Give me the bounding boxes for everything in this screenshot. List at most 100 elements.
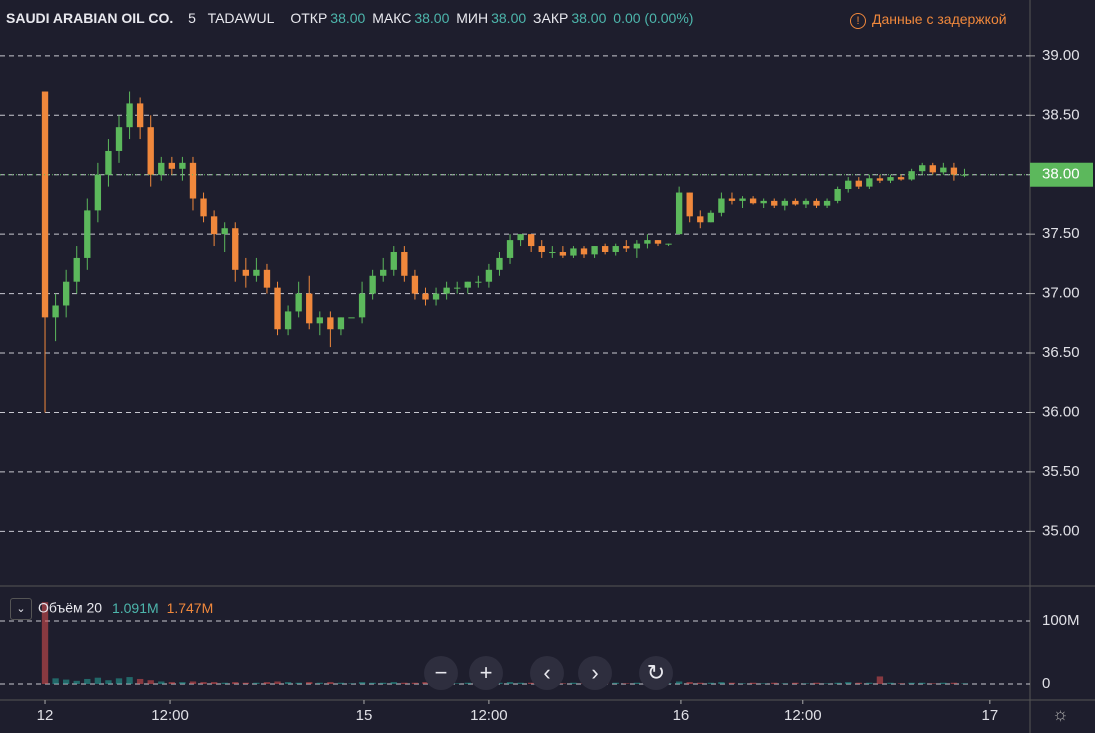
volume-bar <box>84 678 91 685</box>
zoom-out-button[interactable]: − <box>424 656 458 690</box>
x-tick-label: 12 <box>37 707 54 724</box>
low-label: МИН <box>456 10 489 26</box>
volume-bar <box>781 683 788 685</box>
notice-text: Данные с задержкой <box>872 11 1007 27</box>
volume-legend: ⌄ Объём 20 1.091M 1.747M <box>10 598 213 620</box>
zoom-in-button[interactable]: + <box>469 656 503 690</box>
candle-body <box>517 234 524 241</box>
volume-bar <box>728 682 736 685</box>
candle-body <box>845 180 852 189</box>
low-value: 38.00 <box>491 10 527 26</box>
candle-body <box>242 269 249 276</box>
volume-bar <box>686 682 693 685</box>
candle-body <box>549 251 556 253</box>
y-tick-label: 38.50 <box>1042 106 1080 123</box>
volume-down: 1.747M <box>166 599 214 616</box>
last-price-label: 38.00 <box>1042 166 1080 183</box>
volume-bar <box>52 678 59 685</box>
candle-body <box>887 177 894 181</box>
candle-body <box>570 248 577 256</box>
volume-bar <box>887 682 894 685</box>
candle-body <box>485 269 493 282</box>
x-tick-label: 12:00 <box>470 707 508 724</box>
volume-bar <box>570 682 577 685</box>
volume-bar <box>940 682 947 685</box>
volume-bar <box>158 681 165 685</box>
y-tick-label: 37.00 <box>1042 285 1080 302</box>
volume-bar <box>411 682 419 685</box>
candle-body <box>84 210 91 258</box>
x-tick-label: 12:00 <box>151 707 189 724</box>
candle-body <box>527 234 535 247</box>
volume-bar <box>189 681 197 685</box>
volume-bar <box>369 682 376 685</box>
settings-button[interactable]: ☼ <box>1052 704 1069 724</box>
volume-bar <box>253 682 260 685</box>
candle-body <box>380 269 387 276</box>
volume-bar <box>517 682 524 685</box>
volume-bar <box>147 680 154 685</box>
candle-body <box>749 198 757 204</box>
close-label: ЗАКР <box>533 10 569 26</box>
x-tick-label: 16 <box>673 707 690 724</box>
volume-bar <box>73 680 80 685</box>
candle-body <box>697 216 704 223</box>
volume-bar <box>506 682 514 685</box>
volume-bar <box>823 683 831 685</box>
y-tick-label: 36.50 <box>1042 344 1080 361</box>
volume-bar <box>961 683 968 685</box>
volume-bar <box>950 682 958 685</box>
volume-bar <box>126 677 133 685</box>
symbol: SAUDI ARABIAN OIL CO. <box>6 10 174 26</box>
candle-body <box>147 127 154 175</box>
volume-bar <box>94 677 102 685</box>
volume-title: Объём 20 <box>38 599 103 616</box>
candle-body <box>136 103 144 128</box>
volume-bar <box>802 683 810 685</box>
volume-bar <box>718 682 725 685</box>
open-value: 38.00 <box>330 10 366 26</box>
last-price-box <box>1030 162 1093 187</box>
candle-body <box>411 275 419 294</box>
candle-body <box>115 127 123 151</box>
candle-body <box>559 251 567 256</box>
candle-body <box>760 200 767 204</box>
scroll-left-button[interactable]: ‹ <box>530 656 564 690</box>
exchange: TADAWUL <box>207 10 275 26</box>
volume-bar <box>62 679 70 685</box>
y-tick-label: 36.00 <box>1042 403 1080 420</box>
volume-bar <box>221 682 228 685</box>
volume-up: 1.091M <box>111 599 159 616</box>
header: SAUDI ARABIAN OIL CO. 5 TADAWUL ОТКР 38.0… <box>6 10 696 26</box>
volume-bar <box>401 682 408 685</box>
candle-body <box>771 200 778 206</box>
delay-notice[interactable]: ! Данные с задержкой <box>850 11 1007 29</box>
candle-body <box>52 305 59 318</box>
candle-body <box>496 257 503 270</box>
volume-bar <box>845 682 852 685</box>
volume-bar <box>919 682 926 685</box>
candle-body <box>591 246 598 255</box>
volume-bar <box>612 682 619 685</box>
candle-body <box>189 162 197 199</box>
volume-bar <box>306 682 313 685</box>
candle-body <box>506 240 514 258</box>
candle-body <box>675 192 683 235</box>
volume-bar <box>454 683 461 685</box>
candle-body <box>443 287 450 294</box>
candle-body <box>866 178 873 187</box>
candle-body <box>306 293 313 324</box>
volume-bar <box>210 682 218 685</box>
candle-body <box>855 180 862 187</box>
volume-bar <box>41 602 49 685</box>
candle-body <box>200 198 207 217</box>
scroll-right-button[interactable]: › <box>578 656 612 690</box>
reset-button[interactable]: ↻ <box>639 656 673 690</box>
volume-bar <box>760 683 767 685</box>
candle-body <box>316 317 323 324</box>
candle-body <box>464 281 471 288</box>
candle-body <box>337 317 345 330</box>
change: 0.00 (0.00%) <box>613 10 694 26</box>
candle-body <box>718 198 725 213</box>
